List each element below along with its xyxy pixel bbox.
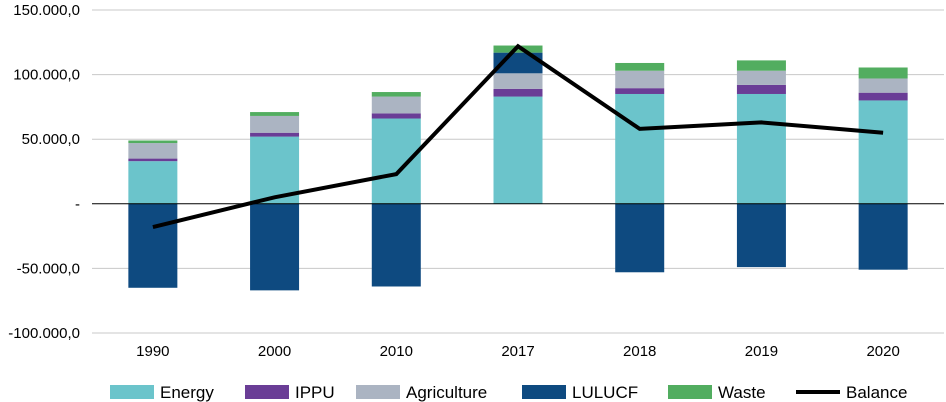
bar-stack-2000	[250, 112, 300, 291]
x-tick-label: 1990	[136, 343, 169, 360]
balance-line-layer	[152, 43, 884, 230]
bar-lulucf-2000	[250, 203, 300, 291]
x-tick-label: 2000	[258, 343, 291, 360]
bar-stack-2010	[371, 92, 421, 287]
bar-lulucf-2020	[858, 203, 908, 270]
legend-item-agriculture: Agriculture	[356, 383, 487, 402]
bar-agriculture-1990	[128, 143, 178, 159]
bar-ippu-2018	[615, 88, 665, 94]
y-tick-label: 150.000,0	[13, 2, 80, 19]
bar-ippu-2010	[371, 113, 421, 119]
legend-label: IPPU	[295, 383, 335, 402]
x-tick-label: 2020	[866, 343, 899, 360]
y-tick-label: -50.000,0	[17, 260, 80, 277]
legend-item-lulucf: LULUCF	[522, 383, 638, 402]
legend-item-waste: Waste	[668, 383, 766, 402]
y-tick-label: -100.000,0	[8, 325, 80, 342]
x-tick-label: 2018	[623, 343, 656, 360]
bar-stack-2017	[493, 45, 543, 204]
legend-label: Waste	[718, 383, 766, 402]
bar-ippu-1990	[128, 158, 178, 162]
legend-swatch	[110, 385, 154, 399]
legend-swatch	[356, 385, 400, 399]
bar-waste-2019	[736, 60, 786, 71]
bar-agriculture-2017	[493, 73, 543, 89]
y-tick-label: 50.000,0	[22, 131, 80, 148]
x-tick-label: 2019	[745, 343, 778, 360]
bar-ippu-2020	[858, 92, 908, 101]
bar-energy-1990	[128, 161, 178, 204]
legend-swatch	[245, 385, 289, 399]
legend-swatch	[668, 385, 712, 399]
bar-waste-2000	[250, 112, 300, 116]
legend: Energy IPPU Agriculture LULUCF Waste Balance	[110, 383, 907, 402]
legend-item-energy: Energy	[110, 383, 214, 402]
x-axis-ticks: 1990 2000 2010 2017 2018 2019 2020	[136, 343, 900, 360]
bar-waste-2018	[615, 62, 665, 71]
bar-energy-2020	[858, 100, 908, 204]
bar-lulucf-2018	[615, 203, 665, 273]
bar-ippu-2017	[493, 88, 543, 97]
legend-swatch	[522, 385, 566, 399]
bar-agriculture-2019	[736, 70, 786, 85]
bar-energy-2010	[371, 118, 421, 204]
bar-waste-2010	[371, 92, 421, 97]
bar-ippu-2000	[250, 132, 300, 137]
bar-agriculture-2010	[371, 96, 421, 114]
y-axis-ticks: 150.000,0 100.000,0 50.000,0 - -50.000,0 -100…	[8, 2, 80, 342]
bar-lulucf-2010	[371, 203, 421, 287]
x-tick-label: 2010	[380, 343, 413, 360]
bar-stacks	[128, 45, 908, 291]
bar-lulucf-1990	[128, 203, 178, 288]
y-tick-label: -	[75, 196, 80, 213]
legend-item-balance: Balance	[796, 383, 907, 402]
bar-stack-2020	[858, 67, 908, 270]
bar-stack-2019	[736, 60, 786, 268]
y-tick-label: 100.000,0	[13, 67, 80, 84]
bar-lulucf-2019	[736, 203, 786, 268]
bar-energy-2019	[736, 93, 786, 204]
x-tick-label: 2017	[501, 343, 534, 360]
bar-stack-1990	[128, 140, 178, 288]
legend-item-ippu: IPPU	[245, 383, 335, 402]
bar-ippu-2019	[736, 84, 786, 94]
legend-label: LULUCF	[572, 383, 638, 402]
bar-energy-2018	[615, 93, 665, 204]
legend-label: Agriculture	[406, 383, 487, 402]
legend-label: Energy	[160, 383, 214, 402]
bar-waste-2020	[858, 67, 908, 79]
bar-waste-1990	[128, 140, 178, 144]
bar-energy-2017	[493, 96, 543, 204]
bar-agriculture-2020	[858, 78, 908, 93]
bar-agriculture-2018	[615, 70, 665, 89]
legend-label: Balance	[846, 383, 907, 402]
bar-agriculture-2000	[250, 115, 300, 133]
bar-stack-2018	[615, 62, 665, 273]
